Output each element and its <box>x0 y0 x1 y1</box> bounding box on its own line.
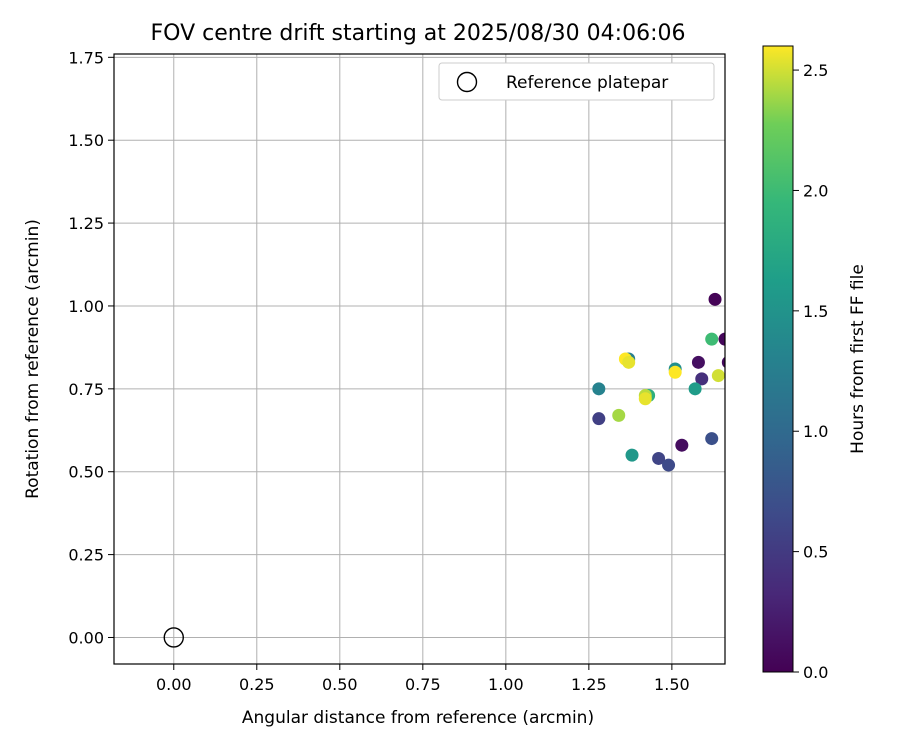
x-axis-ticks: 0.00 0.25 0.50 0.75 1.00 1.25 1.50 <box>156 664 690 694</box>
y-tick-label: 0.00 <box>68 628 104 647</box>
data-point <box>721 356 725 368</box>
data-point <box>638 392 652 406</box>
colorbar-tick-label: 2.5 <box>803 61 828 80</box>
y-tick-label: 1.50 <box>68 131 104 150</box>
y-tick-label: 1.25 <box>68 214 104 233</box>
legend-entry-reference: Reference platepar <box>506 73 668 93</box>
legend-box <box>438 62 715 101</box>
data-point <box>711 369 725 383</box>
data-point <box>662 458 676 472</box>
x-tick-label: 0.25 <box>239 675 275 694</box>
data-points <box>592 292 725 472</box>
data-point <box>668 365 682 379</box>
x-tick-label: 0.75 <box>405 675 441 694</box>
data-point <box>592 382 606 396</box>
data-point <box>675 438 689 452</box>
x-tick-label: 1.00 <box>488 675 524 694</box>
y-tick-label: 1.00 <box>68 297 104 316</box>
reference-platepar-marker <box>163 627 184 648</box>
data-point <box>695 372 709 386</box>
data-point <box>592 412 606 426</box>
chart-title: FOV centre drift starting at 2025/08/30 … <box>151 21 686 46</box>
y-tick-label: 0.25 <box>68 546 104 565</box>
data-point <box>708 292 722 306</box>
legend-reference-marker <box>456 71 478 93</box>
colorbar-ticks: 0.0 0.5 1.0 1.5 2.0 2.5 <box>793 61 828 682</box>
data-point <box>705 332 719 346</box>
grid-lines <box>114 54 725 664</box>
data-point <box>688 382 702 396</box>
data-point <box>705 432 719 446</box>
colorbar-tick-label: 1.0 <box>803 422 828 441</box>
colorbar-tick-label: 0.5 <box>803 543 828 562</box>
colorbar-label: Hours from first FF file <box>848 264 868 454</box>
colorbar-tick-label: 1.5 <box>803 302 828 321</box>
x-tick-label: 1.50 <box>654 675 690 694</box>
data-point <box>622 355 636 369</box>
data-point <box>718 332 725 346</box>
colorbar-tick-label: 0.0 <box>803 663 828 682</box>
colorbar-gradient <box>762 45 794 673</box>
colorbar-tick-label: 2.0 <box>803 181 828 200</box>
colorbar: 0.0 0.5 1.0 1.5 2.0 2.5 Hours from first FF f… <box>762 45 868 682</box>
legend: Reference platepar <box>438 62 715 101</box>
y-axis-ticks: 0.00 0.25 0.50 0.75 1.00 1.25 1.50 1.75 <box>68 48 114 647</box>
reference-marker-layer <box>163 627 184 648</box>
x-axis-label: Angular distance from reference (arcmin) <box>242 708 594 728</box>
y-axis-label: Rotation from reference (arcmin) <box>23 219 43 499</box>
data-point <box>652 451 666 465</box>
y-tick-label: 1.75 <box>68 48 104 67</box>
x-tick-label: 1.25 <box>571 675 607 694</box>
y-tick-label: 0.50 <box>68 463 104 482</box>
data-point <box>691 355 705 369</box>
x-tick-label: 0.00 <box>156 675 192 694</box>
x-tick-label: 0.50 <box>322 675 358 694</box>
data-point <box>625 448 639 462</box>
plot-frame <box>113 53 726 665</box>
data-point <box>612 408 626 422</box>
y-tick-label: 0.75 <box>68 380 104 399</box>
